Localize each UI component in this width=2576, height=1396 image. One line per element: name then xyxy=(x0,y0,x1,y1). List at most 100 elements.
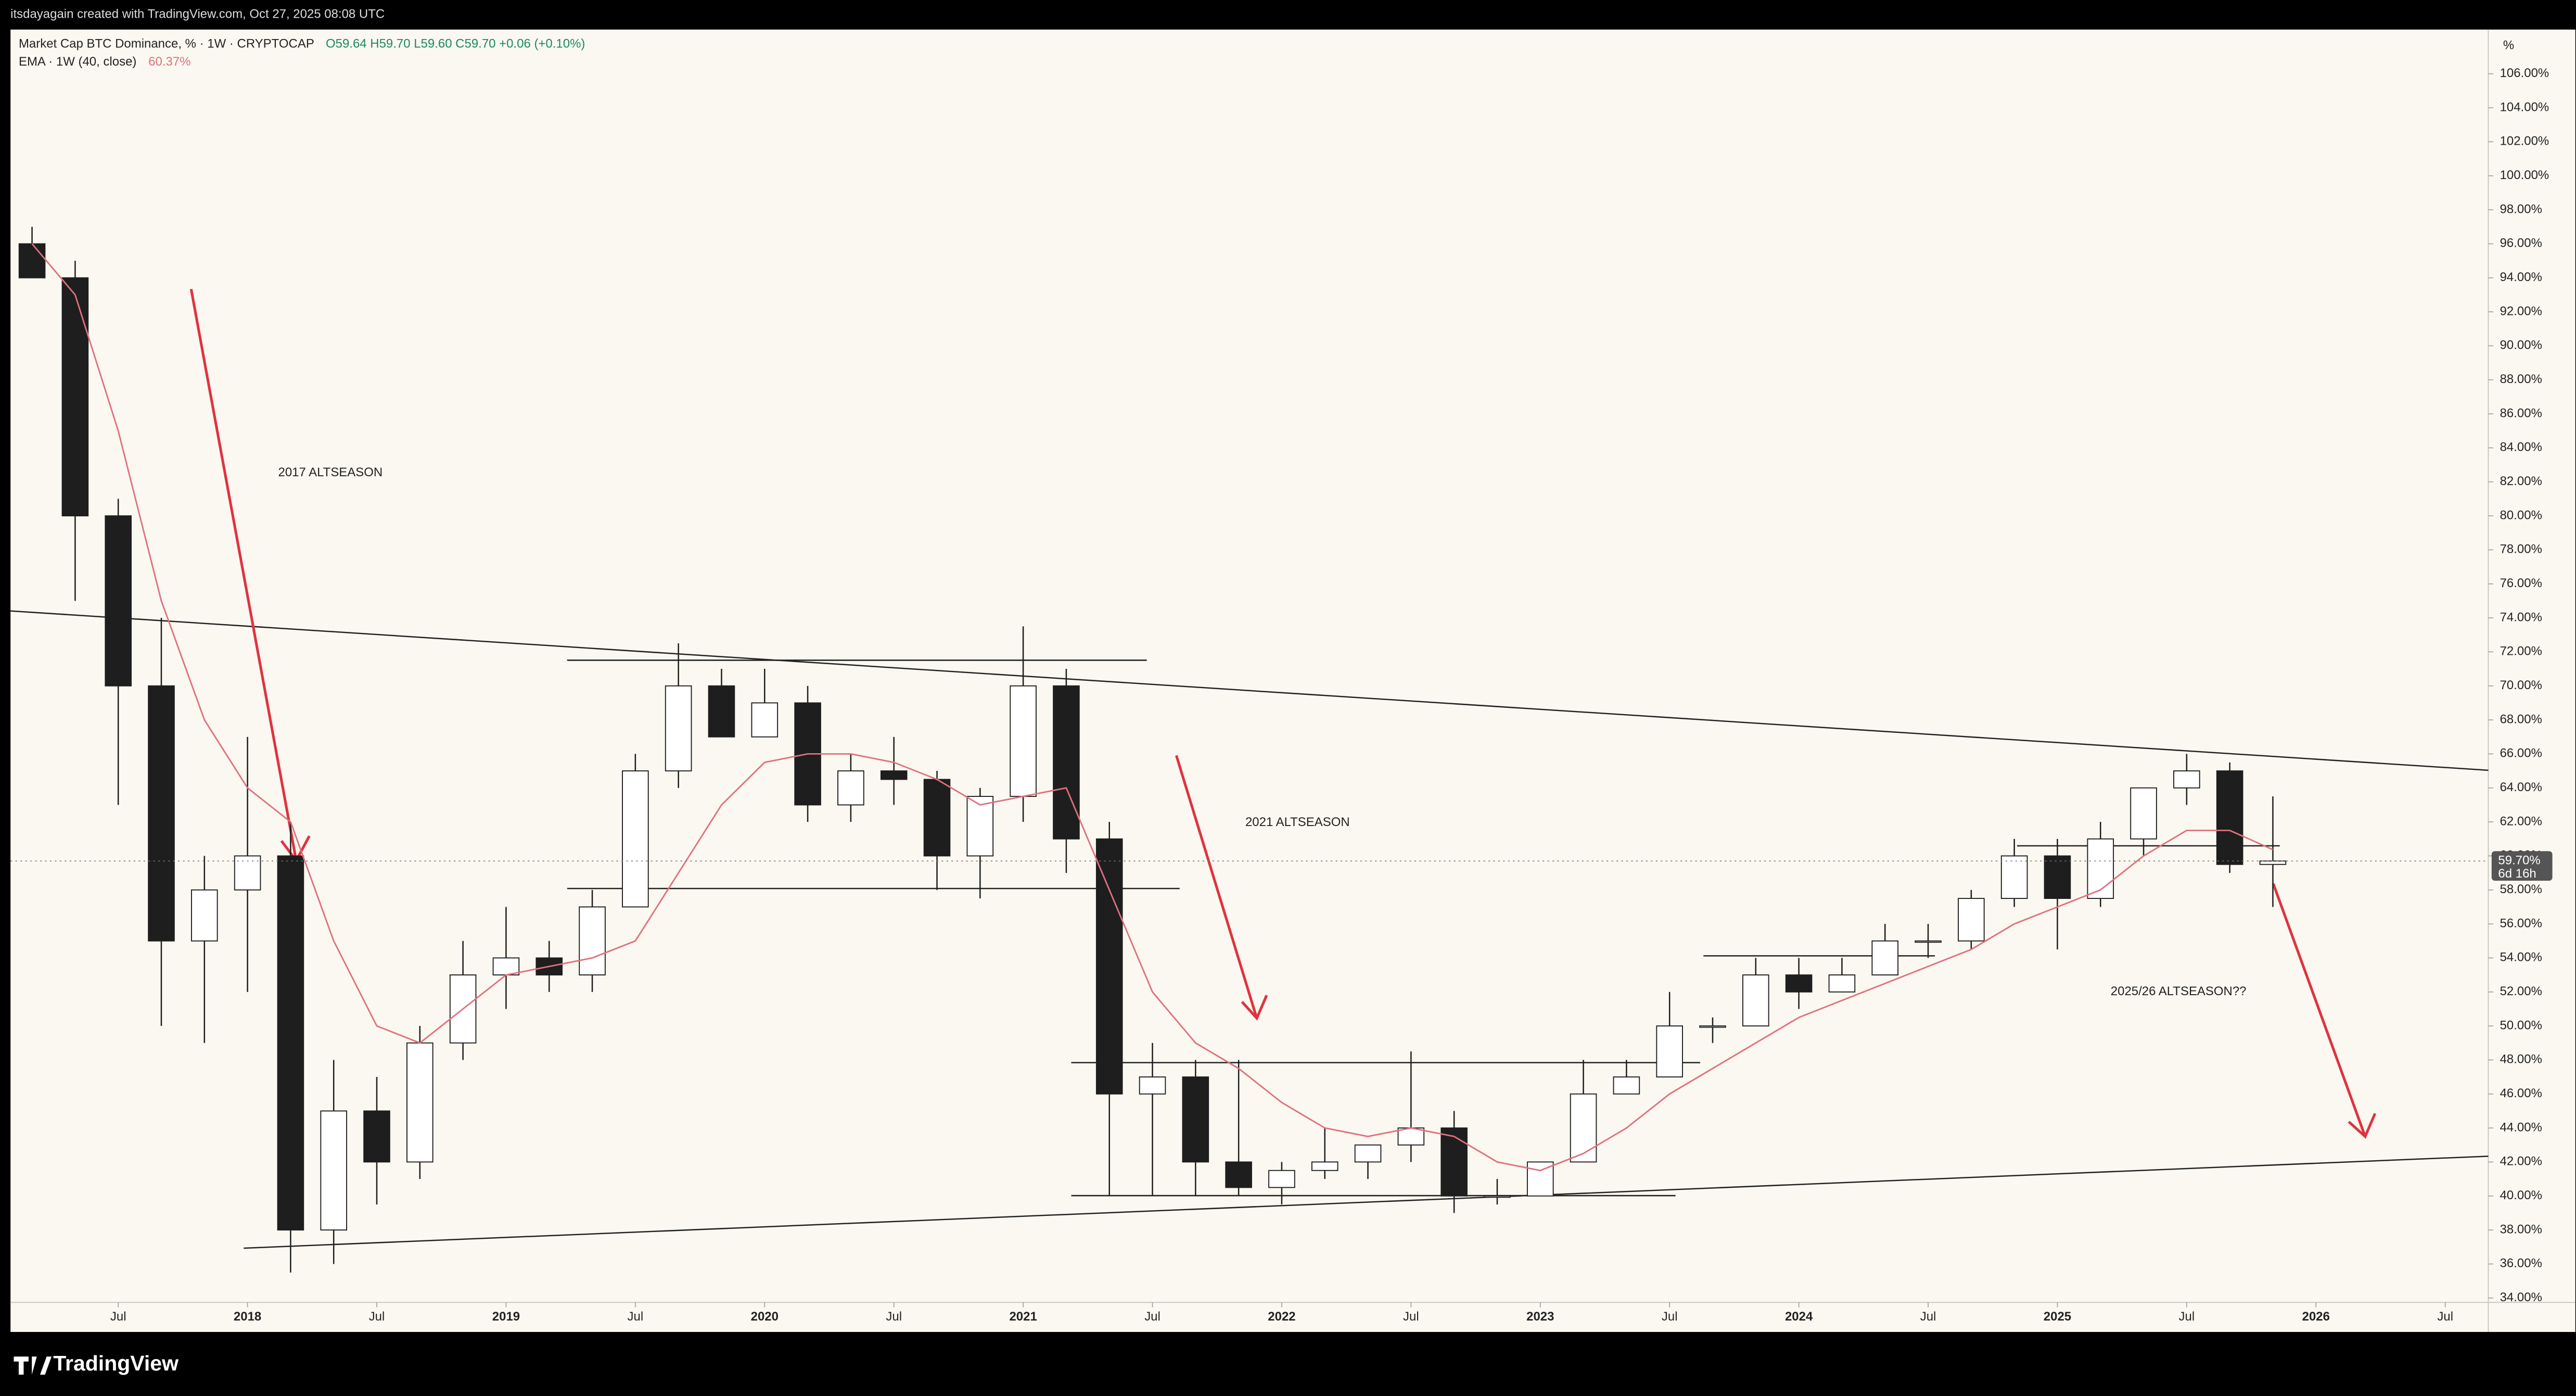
candle-body xyxy=(1053,685,1080,840)
y-tick-label: 68.00% xyxy=(2500,712,2542,726)
creator: itsdayagain created with TradingView.com… xyxy=(10,7,385,21)
y-tick-label: 56.00% xyxy=(2500,916,2542,930)
candle-body xyxy=(880,770,908,780)
candle-body xyxy=(105,515,132,687)
x-tick-label: Jul xyxy=(2437,1310,2453,1324)
ema-name: EMA · 1W (40, close) xyxy=(19,55,136,69)
x-tick-label: 2023 xyxy=(1526,1310,1554,1324)
candle-body xyxy=(320,1110,348,1231)
y-tick-label: 62.00% xyxy=(2500,814,2542,828)
candle-body xyxy=(1484,1195,1511,1198)
candle-body xyxy=(579,906,606,976)
ohlc: O59.64 H59.70 L59.60 C59.70 +0.06 (+0.10… xyxy=(326,37,585,51)
candle-body xyxy=(492,957,520,976)
last-price-box xyxy=(2491,851,2553,881)
candle-body xyxy=(1958,898,1985,942)
y-tick-label: 66.00% xyxy=(2500,746,2542,760)
candle-body xyxy=(1354,1144,1382,1163)
x-tick-label: 2019 xyxy=(492,1310,520,1324)
y-tick-label: 100.00% xyxy=(2500,168,2549,182)
y-tick-label: 96.00% xyxy=(2500,236,2542,250)
series-layer xyxy=(18,226,2287,1273)
x-tick-label: Jul xyxy=(369,1310,385,1324)
y-tick-label: 84.00% xyxy=(2500,440,2542,454)
axis-unit: % xyxy=(2503,39,2514,53)
y-tick-label: 38.00% xyxy=(2500,1222,2542,1236)
y-tick-label: 102.00% xyxy=(2500,134,2549,148)
x-tick-label: Jul xyxy=(110,1310,126,1324)
y-tick-label: 72.00% xyxy=(2500,644,2542,658)
last-price-label: 59.70% xyxy=(2498,854,2540,868)
trend-line xyxy=(244,1156,2489,1249)
y-tick-label: 48.00% xyxy=(2500,1052,2542,1067)
y-tick-label: 44.00% xyxy=(2500,1120,2542,1134)
candle-body xyxy=(277,855,304,1231)
y-tick-label: 88.00% xyxy=(2500,372,2542,386)
candle-body xyxy=(1311,1161,1338,1171)
y-tick-label: 104.00% xyxy=(2500,100,2549,114)
y-tick-label: 90.00% xyxy=(2500,338,2542,352)
candle-body xyxy=(234,855,261,891)
candle-body xyxy=(665,685,692,772)
countdown: 6d 16h xyxy=(2498,867,2536,881)
candle-body xyxy=(1010,685,1037,797)
x-tick-label: 2020 xyxy=(751,1310,779,1324)
candle-body xyxy=(751,702,779,738)
x-tick-label: 2024 xyxy=(1785,1310,1813,1324)
y-tick-label: 78.00% xyxy=(2500,542,2542,556)
x-tick-label: Jul xyxy=(1403,1310,1419,1324)
x-tick-label: 2026 xyxy=(2302,1310,2330,1324)
candle-body xyxy=(1182,1076,1209,1163)
annotation: 2025/26 ALTSEASON?? xyxy=(2111,984,2247,998)
candle-body xyxy=(1268,1170,1295,1188)
candle-body xyxy=(406,1042,433,1163)
x-tick-label: Jul xyxy=(1662,1310,1678,1324)
y-tick-label: 36.00% xyxy=(2500,1257,2542,1271)
trend-line xyxy=(10,610,2489,771)
brand-name: TradingView xyxy=(53,1351,178,1375)
candle-body xyxy=(1440,1127,1468,1197)
y-tick-label: 54.00% xyxy=(2500,950,2542,964)
y-tick-label: 92.00% xyxy=(2500,304,2542,318)
candle-body xyxy=(1785,974,1813,993)
brand: TradingView xyxy=(14,1351,178,1375)
y-tick-label: 106.00% xyxy=(2500,66,2549,80)
y-tick-label: 46.00% xyxy=(2500,1086,2542,1100)
y-tick-label: 64.00% xyxy=(2500,780,2542,794)
y-tick-label: 74.00% xyxy=(2500,610,2542,624)
arrow xyxy=(2272,883,2377,1139)
x-tick-label: Jul xyxy=(1144,1310,1161,1324)
candle-body xyxy=(1656,1025,1683,1078)
candle-body xyxy=(1139,1076,1166,1095)
ema-line xyxy=(31,243,2274,1172)
x-tick-label: Jul xyxy=(628,1310,644,1324)
y-tick-label: 34.00% xyxy=(2500,1290,2542,1304)
drawings xyxy=(10,610,2489,1249)
x-tick-label: Jul xyxy=(886,1310,902,1324)
candle-body xyxy=(61,277,89,517)
y-tick-label: 58.00% xyxy=(2500,882,2542,896)
candle-body xyxy=(2173,770,2200,789)
candle-body xyxy=(1871,940,1899,976)
candle-body xyxy=(2130,787,2157,840)
y-tick-label: 76.00% xyxy=(2500,576,2542,590)
logo xyxy=(14,1356,52,1375)
annotation: 2017 ALTSEASON xyxy=(278,465,382,479)
candle-body xyxy=(2000,855,2028,899)
candle-body xyxy=(966,796,994,857)
candle-body xyxy=(363,1110,390,1163)
candle-body xyxy=(1570,1093,1597,1163)
y-tick-label: 70.00% xyxy=(2500,678,2542,692)
candle-body xyxy=(622,770,649,908)
candle-body xyxy=(1613,1076,1640,1095)
annotation: 2021 ALTSEASON xyxy=(1245,815,1350,829)
y-tick-label: 94.00% xyxy=(2500,270,2542,284)
candle-body xyxy=(708,685,735,738)
price-axis xyxy=(2488,29,2575,1332)
x-tick-label: Jul xyxy=(1920,1310,1936,1324)
arrow xyxy=(1175,755,1268,1021)
y-tick-label: 98.00% xyxy=(2500,202,2542,216)
x-tick-label: 2022 xyxy=(1268,1310,1295,1324)
